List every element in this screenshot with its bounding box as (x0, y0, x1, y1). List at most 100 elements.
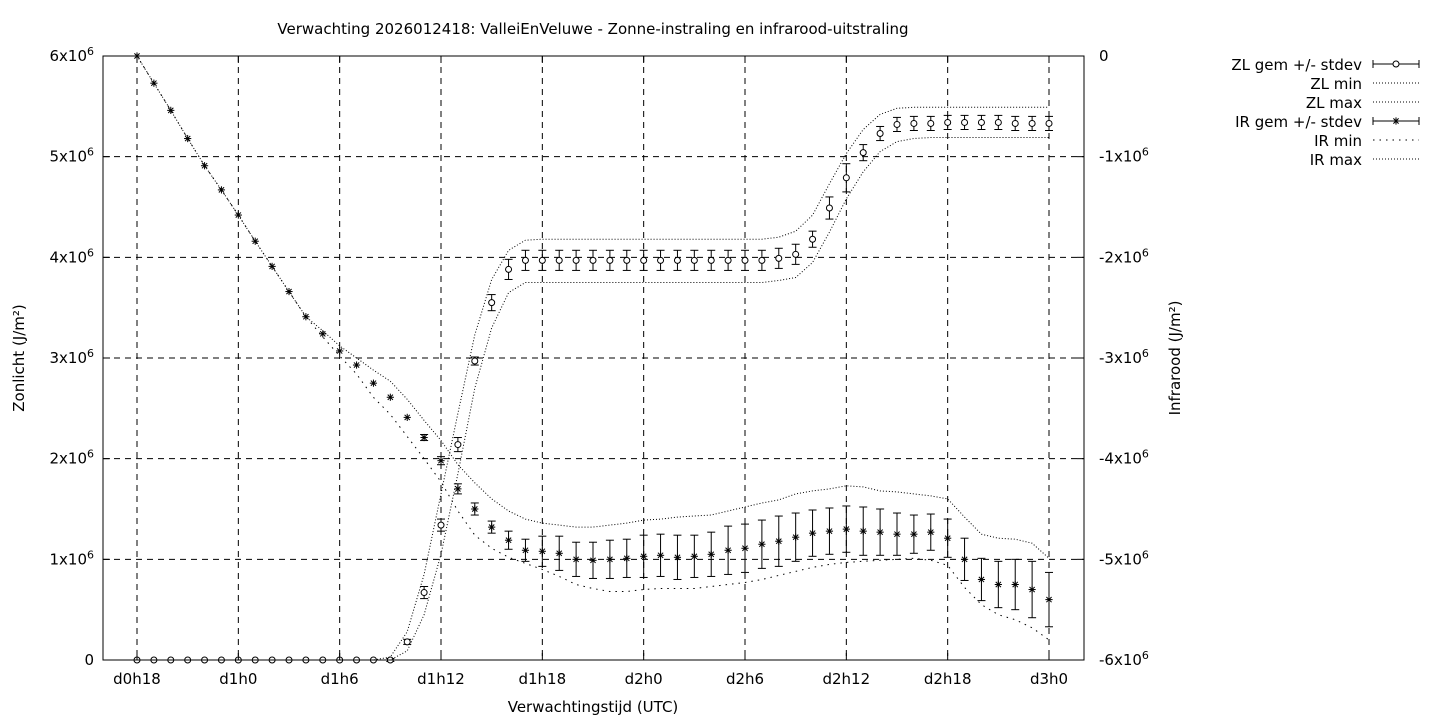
data-point (268, 262, 276, 270)
data-point (589, 256, 597, 264)
data-point (960, 555, 969, 563)
legend-label: ZL gem +/- stdev (1231, 56, 1362, 74)
data-point (741, 256, 749, 264)
data-point (690, 256, 698, 264)
data-point (150, 79, 158, 87)
point-stroke (336, 347, 343, 354)
data-point (538, 547, 546, 555)
y-tick-label-right: -3x106 (1099, 347, 1149, 367)
data-point (521, 546, 530, 554)
data-point (200, 162, 209, 170)
data-point (1028, 585, 1036, 594)
y-tick-label-left: 0 (84, 651, 94, 669)
data-point (741, 544, 749, 552)
data-point (555, 256, 563, 264)
point-stroke (454, 485, 461, 492)
data-point (893, 120, 901, 128)
point-stroke (809, 530, 816, 537)
point-stroke (218, 186, 225, 193)
y-axis-right-label: Infrarood (J/m²) (1166, 301, 1184, 416)
data-point (589, 556, 597, 564)
point-stroke (556, 550, 563, 557)
data-point (488, 523, 496, 531)
legend-label: ZL max (1306, 94, 1362, 112)
legend-label: IR max (1310, 151, 1362, 169)
series-3 (133, 52, 1053, 628)
point-stroke (860, 528, 867, 535)
data-point (825, 527, 834, 535)
data-point (927, 119, 935, 127)
x-axis-label: Verwachtingstijd (UTC) (508, 698, 679, 716)
point-stroke (404, 414, 411, 421)
data-point (724, 256, 732, 264)
data-point (673, 553, 682, 561)
point-stroke (1012, 581, 1019, 588)
y-axis-right-ticks: -6x106 -5x106 -4x106 -3x106 -2x106 -1x106 0 (1077, 47, 1149, 669)
data-point (775, 537, 783, 545)
point-stroke (910, 531, 917, 538)
y-tick-label-left: 5x106 (49, 146, 94, 166)
point-stroke (505, 537, 512, 544)
data-point (504, 536, 513, 544)
point-stroke (319, 330, 326, 337)
y-tick-label-right: -1x106 (1099, 146, 1149, 166)
y-tick-label-left: 4x106 (49, 246, 94, 266)
data-point (555, 549, 563, 557)
data-point (606, 555, 614, 563)
point-stroke (1029, 586, 1036, 593)
data-point (420, 433, 428, 442)
data-point (758, 256, 766, 264)
point-stroke (708, 551, 715, 558)
data-point (758, 540, 766, 548)
point-stroke (843, 526, 850, 533)
point-stroke (792, 534, 799, 541)
point-stroke (944, 535, 951, 542)
data-point (336, 347, 344, 355)
data-point (707, 256, 715, 264)
y-tick-label-right: -4x106 (1099, 448, 1149, 468)
series-layer (133, 52, 1053, 664)
point-stroke (978, 576, 985, 583)
point-stroke (488, 524, 495, 531)
point-stroke (691, 553, 698, 560)
point-stroke (302, 313, 309, 320)
legend-label: IR gem +/- stdev (1235, 113, 1362, 131)
point-stroke (758, 541, 765, 548)
point-stroke (387, 394, 394, 401)
point-stroke (606, 556, 613, 563)
data-point (792, 250, 800, 258)
data-point (572, 555, 580, 563)
series-4 (136, 55, 1050, 641)
legend-marker (1392, 60, 1400, 68)
data-point (640, 552, 648, 560)
data-point (859, 527, 867, 535)
y-tick-label-right: -5x106 (1099, 548, 1149, 568)
point-stroke (573, 556, 580, 563)
point-stroke (471, 506, 478, 512)
y-tick-label-right: -6x106 (1099, 649, 1149, 669)
point-stroke (674, 554, 681, 561)
data-point (724, 546, 732, 554)
data-point (961, 118, 969, 126)
point-stroke (522, 547, 529, 554)
point-stroke (1046, 596, 1052, 603)
point-stroke (353, 362, 360, 369)
point-stroke (995, 581, 1002, 588)
series-0 (133, 114, 1053, 664)
data-point (825, 204, 833, 212)
data-point (454, 485, 462, 493)
data-point (471, 357, 479, 365)
data-point (808, 529, 817, 537)
y-tick-label-left: 2x106 (49, 448, 94, 468)
point-stroke (590, 557, 596, 564)
point-stroke (725, 547, 732, 554)
data-point (657, 256, 665, 264)
legend-label: IR min (1314, 132, 1362, 150)
series-5 (136, 55, 1050, 559)
data-point (690, 552, 698, 560)
data-point (521, 256, 529, 264)
data-point (352, 361, 361, 369)
data-point (437, 457, 445, 465)
data-point (809, 235, 817, 243)
